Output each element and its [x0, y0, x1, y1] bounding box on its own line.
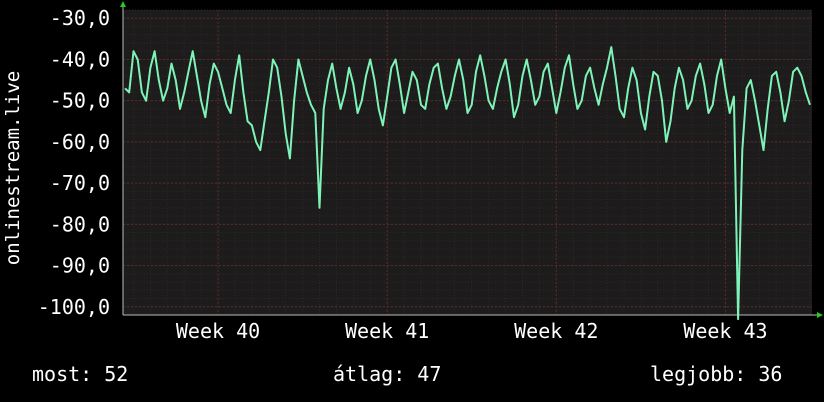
stat-best: legjobb: 36: [650, 362, 783, 386]
y-tick-label: -90,0: [50, 254, 110, 278]
y-tick-label: -100,0: [38, 295, 110, 319]
y-tick-label: -70,0: [50, 171, 110, 195]
x-axis-arrow: [817, 312, 823, 318]
y-tick-labels: -30,0 -40,0 -50,0 -60,0 -70,0 -80,0 -90,0 -100,…: [38, 6, 110, 319]
stat-current: most: 52: [32, 362, 129, 386]
axes: [120, 1, 823, 318]
y-tick-label: -50,0: [50, 89, 110, 113]
x-tick-label: Week 40: [176, 319, 260, 343]
y-tick-label: -60,0: [50, 130, 110, 154]
series-line: [124, 46, 811, 321]
y-tick-label: -30,0: [50, 6, 110, 30]
x-tick-label: Week 43: [683, 319, 767, 343]
x-tick-label: Week 41: [345, 319, 429, 343]
x-tick-labels: Week 40 Week 41 Week 42 Week 43: [176, 319, 768, 343]
y-axis-label: onlinestream.live: [2, 71, 24, 265]
chart: -30,0 -40,0 -50,0 -60,0 -70,0 -80,0 -90,0 -100,…: [2, 1, 823, 343]
grid-major: [123, 10, 812, 315]
y-tick-label: -40,0: [50, 47, 110, 71]
y-tick-label: -80,0: [50, 212, 110, 236]
stat-average: átlag: 47: [333, 362, 442, 386]
x-tick-label: Week 42: [514, 319, 598, 343]
grid-minor: [123, 9, 812, 316]
y-axis-arrow: [120, 1, 126, 7]
series: [124, 46, 811, 321]
